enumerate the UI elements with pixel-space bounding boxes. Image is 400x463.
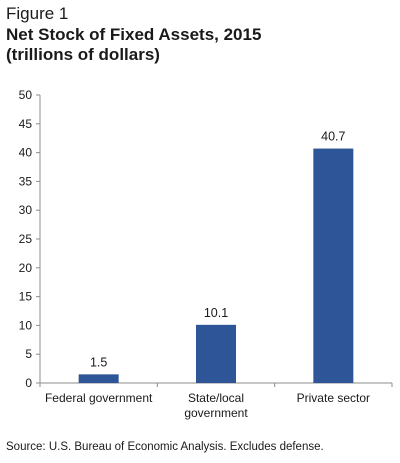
y-tick-label: 40: [19, 146, 33, 160]
y-tick-label: 30: [19, 203, 33, 217]
source-note: Source: U.S. Bureau of Economic Analysis…: [6, 441, 324, 453]
bar: [196, 324, 236, 383]
data-label: 40.7: [321, 130, 345, 144]
y-tick-label: 20: [19, 261, 33, 275]
y-tick-label: 35: [19, 174, 33, 188]
data-label: 1.5: [90, 355, 107, 369]
bar: [313, 148, 354, 383]
chart-title: Net Stock of Fixed Assets, 2015: [6, 25, 262, 44]
y-tick-label: 10: [19, 318, 33, 332]
chart-unit-subtitle: (trillions of dollars): [6, 45, 160, 64]
category-label: Private sector: [297, 391, 370, 405]
data-label: 10.1: [204, 306, 228, 320]
bar: [78, 374, 119, 383]
category-label: State/local: [188, 391, 244, 405]
y-tick-label: 15: [19, 290, 33, 304]
figure-label: Figure 1: [6, 4, 69, 23]
category-label: government: [184, 406, 248, 420]
y-tick-label: 0: [25, 376, 32, 390]
y-tick-label: 25: [19, 232, 33, 246]
y-tick-label: 5: [25, 347, 32, 361]
y-tick-label: 50: [19, 88, 33, 102]
y-tick-label: 45: [19, 117, 33, 131]
category-label: Federal government: [45, 391, 153, 405]
